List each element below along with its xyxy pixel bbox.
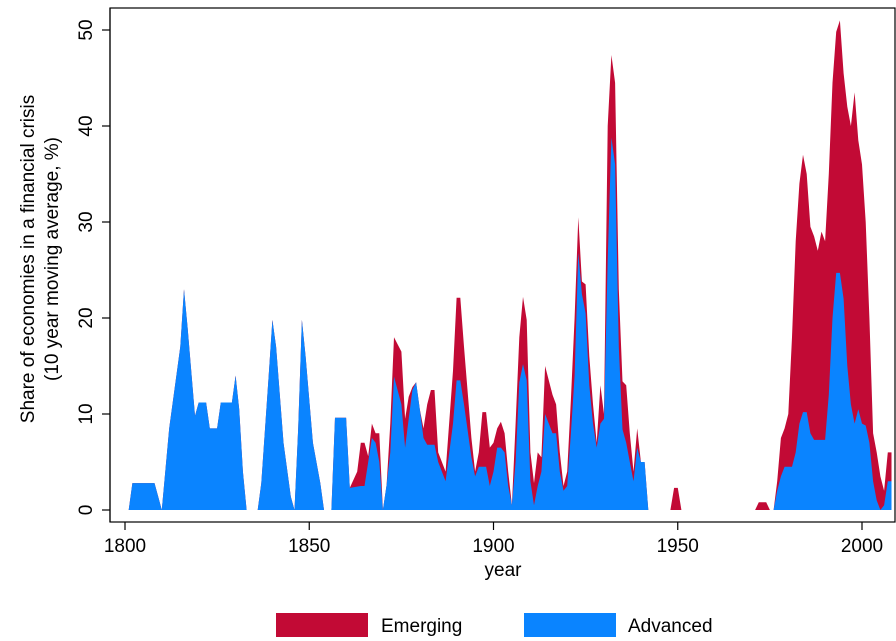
legend-item-advanced: Advanced [524,613,713,637]
y-tick-label: 50 [76,19,97,40]
y-tick-label: 0 [76,505,97,516]
legend-label: Emerging [381,616,462,637]
x-tick-label: 1900 [472,536,514,557]
y-tick-label: 40 [76,115,97,136]
y-axis-title: (10 year moving average, %) [42,137,63,381]
legend-item-emerging: Emerging [276,613,462,637]
y-axis-title: Share of economies in a financial crisis [18,95,39,423]
legend: Emerging Advanced [276,613,713,637]
legend-swatch [276,613,368,637]
x-tick-label: 2000 [841,536,883,557]
legend-swatch [524,613,616,637]
y-tick-label: 30 [76,211,97,232]
x-tick-label: 1850 [288,536,330,557]
legend-label: Advanced [628,616,713,637]
x-tick-label: 1800 [104,536,146,557]
y-tick-label: 20 [76,307,97,328]
area-advanced [125,137,892,510]
axes-layer: 0 10 20 30 40 50 1800 1850 1900 1950 2000 year Share… [18,7,896,581]
x-axis-title: year [485,560,523,581]
x-tick-label: 1950 [657,536,699,557]
series-layer [125,20,892,511]
y-tick-label: 10 [76,403,97,424]
